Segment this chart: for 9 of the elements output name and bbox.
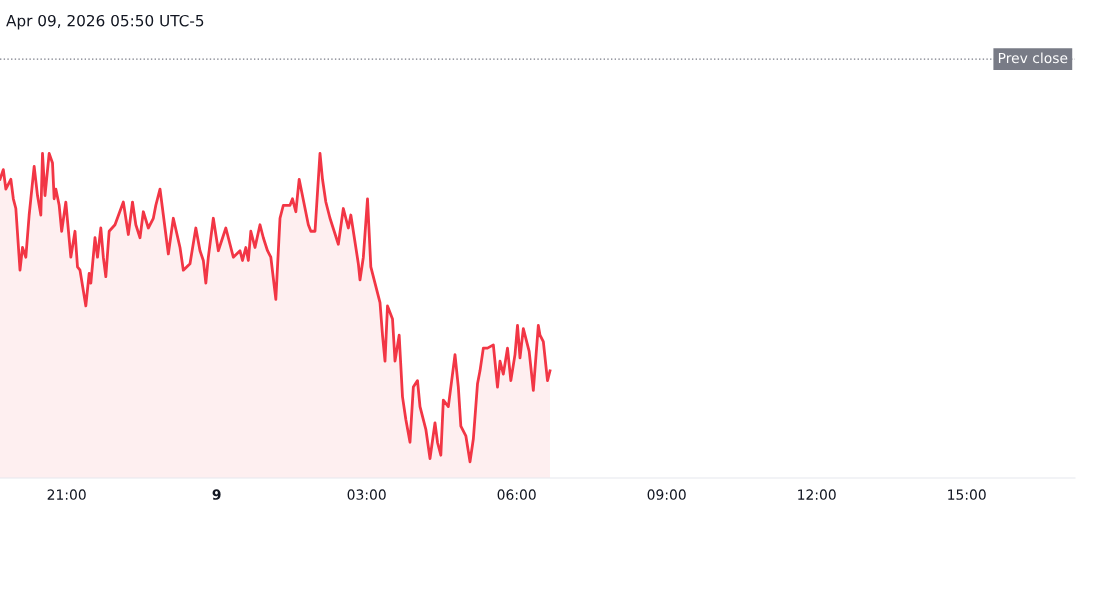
x-tick-label: 09:00 — [647, 489, 686, 500]
x-tick-label: 06:00 — [497, 489, 536, 500]
x-tick-label: 21:00 — [47, 489, 86, 500]
x-tick-label: 9 — [212, 489, 221, 500]
x-tick-label: 15:00 — [948, 489, 986, 500]
ref-line-label: Prev close — [998, 52, 1068, 64]
x-tick-label: 12:00 — [798, 489, 836, 500]
x-tick-label: 03:00 — [347, 489, 386, 500]
chart-title: Apr 09, 2026 05:50 UTC-5 — [6, 14, 204, 30]
